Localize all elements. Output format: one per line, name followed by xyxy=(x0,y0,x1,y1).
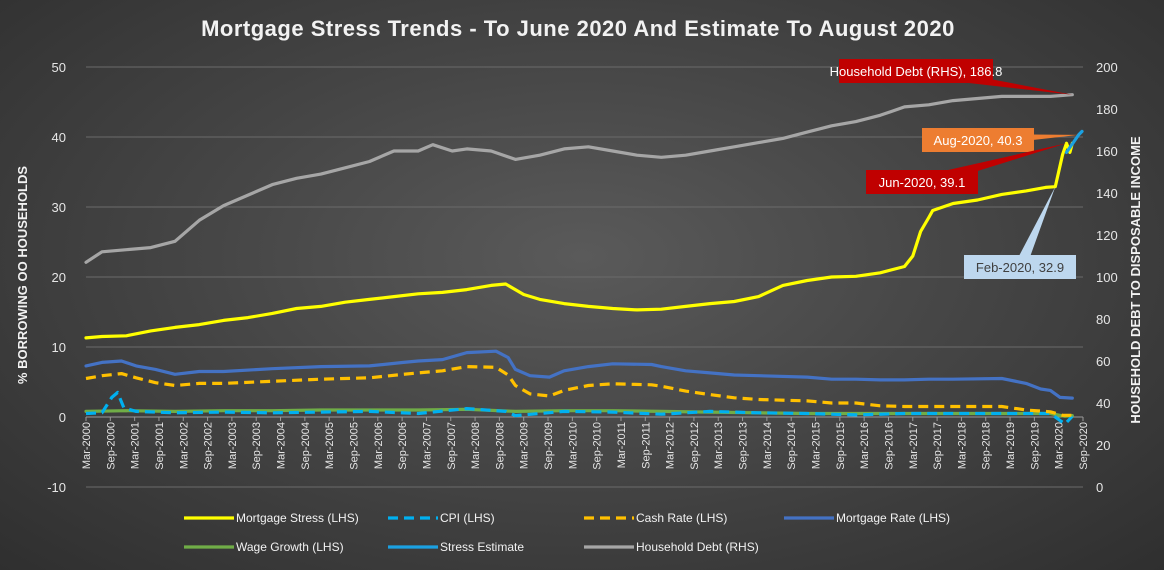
annotations: Household Debt (RHS), 186.8 Aug-2020, 40.… xyxy=(830,59,1079,279)
legend-label-4: Wage Growth (LHS) xyxy=(236,540,344,554)
x-tick-24: Mar-2012 xyxy=(665,422,677,469)
x-tick-34: Mar-2017 xyxy=(908,422,920,469)
annotation-box-1 xyxy=(922,128,1034,152)
annotation-label-3: Feb-2020, 32.9 xyxy=(976,260,1064,275)
annotation-box-3 xyxy=(964,255,1076,279)
x-tick-31: Sep-2015 xyxy=(835,422,847,470)
annotation-box-2 xyxy=(866,170,978,194)
legend-label-1: CPI (LHS) xyxy=(440,511,495,525)
y-left-tick-5: 40 xyxy=(52,130,66,145)
x-tick-41: Sep-2020 xyxy=(1078,422,1090,470)
y-left-tick-2: 10 xyxy=(52,340,66,355)
x-tick-40: Mar-2020 xyxy=(1054,422,1066,469)
x-tick-7: Sep-2003 xyxy=(251,422,263,470)
x-tick-14: Mar-2007 xyxy=(421,422,433,469)
annotation-label-0: Household Debt (RHS), 186.8 xyxy=(830,64,1003,79)
annotation-label-1: Aug-2020, 40.3 xyxy=(934,133,1023,148)
x-tick-2: Mar-2001 xyxy=(130,422,142,469)
x-tick-27: Sep-2013 xyxy=(738,422,750,470)
y-right-tick-10: 200 xyxy=(1096,60,1118,75)
y-right-tick-3: 60 xyxy=(1096,354,1110,369)
x-tick-6: Mar-2003 xyxy=(227,422,239,469)
y-left-tick-4: 30 xyxy=(52,200,66,215)
y-left-tick-6: 50 xyxy=(52,60,66,75)
legend-label-3: Mortgage Rate (LHS) xyxy=(836,511,950,525)
x-tick-19: Sep-2009 xyxy=(543,422,555,470)
x-tick-33: Sep-2016 xyxy=(883,422,895,470)
x-tick-1: Sep-2000 xyxy=(105,422,117,470)
y-right-label: HOUSEHOLD DEBT TO DISPOSABLE INCOME xyxy=(1128,136,1143,424)
x-tick-0: Mar-2000 xyxy=(81,422,93,469)
series-household-debt-rhs xyxy=(84,93,1074,264)
y-right-tick-5: 100 xyxy=(1096,270,1118,285)
y-right-tick-0: 0 xyxy=(1096,480,1103,495)
x-tick-8: Mar-2004 xyxy=(276,422,288,469)
x-tick-5: Sep-2002 xyxy=(203,422,215,470)
x-tick-17: Sep-2008 xyxy=(494,422,506,470)
x-tick-13: Sep-2006 xyxy=(397,422,409,470)
legend: Mortgage Stress (LHS) CPI (LHS) Cash Rate … xyxy=(184,511,950,554)
series-stress-estimate xyxy=(1064,129,1084,154)
x-tick-28: Mar-2014 xyxy=(762,422,774,469)
chart-title: Mortgage Stress Trends - To June 2020 An… xyxy=(201,16,955,41)
x-tick-11: Sep-2005 xyxy=(348,422,360,470)
y-right-tick-7: 140 xyxy=(1096,186,1118,201)
annotation-pointer-3 xyxy=(1014,186,1056,270)
y-right-ticks: 0 20 40 60 80 100 120 140 160 180 200 xyxy=(1096,60,1118,495)
series-cash-rate-lhs xyxy=(85,365,1073,417)
y-right-tick-1: 20 xyxy=(1096,438,1110,453)
x-tick-26: Mar-2013 xyxy=(713,422,725,469)
y-left-label: % BORROWING OO HOUSEHOLDS xyxy=(15,166,30,384)
x-tick-10: Mar-2005 xyxy=(324,422,336,469)
x-tick-29: Sep-2014 xyxy=(786,422,798,470)
annotation-label-2: Jun-2020, 39.1 xyxy=(879,175,966,190)
y-right-tick-6: 120 xyxy=(1096,228,1118,243)
x-tick-18: Mar-2009 xyxy=(519,422,531,469)
x-tick-16: Mar-2008 xyxy=(470,422,482,469)
x-tick-21: Sep-2010 xyxy=(592,422,604,470)
x-tick-23: Sep-2011 xyxy=(640,422,652,469)
x-tick-15: Sep-2007 xyxy=(446,422,458,470)
y-left-tick-1: 0 xyxy=(59,410,66,425)
y-left-tick-0: -10 xyxy=(47,480,66,495)
x-tick-37: Sep-2018 xyxy=(981,422,993,470)
legend-label-2: Cash Rate (LHS) xyxy=(636,511,727,525)
y-right-tick-2: 40 xyxy=(1096,396,1110,411)
series-cpi-lhs xyxy=(85,390,1074,426)
y-left-tick-3: 20 xyxy=(52,270,66,285)
gridlines xyxy=(86,66,1083,488)
x-tick-32: Mar-2016 xyxy=(859,422,871,469)
x-tick-22: Mar-2011 xyxy=(616,422,628,468)
x-tick-39: Sep-2019 xyxy=(1029,422,1041,470)
x-tick-36: Mar-2018 xyxy=(956,422,968,469)
annotation-box-0 xyxy=(839,59,993,83)
x-tick-25: Sep-2012 xyxy=(689,422,701,470)
series-mortgage-rate-lhs xyxy=(84,349,1074,400)
legend-label-0: Mortgage Stress (LHS) xyxy=(236,511,359,525)
legend-label-6: Household Debt (RHS) xyxy=(636,540,759,554)
series-mortgage-stress-lhs xyxy=(84,141,1074,340)
legend-label-5: Stress Estimate xyxy=(440,540,524,554)
x-tick-9: Sep-2004 xyxy=(300,422,312,470)
x-tick-30: Mar-2015 xyxy=(811,422,823,469)
y-right-tick-8: 160 xyxy=(1096,144,1118,159)
x-tick-35: Sep-2017 xyxy=(932,422,944,470)
x-tick-38: Mar-2019 xyxy=(1005,422,1017,469)
y-left-ticks: -10 0 10 20 30 40 50 xyxy=(47,60,66,495)
x-tick-3: Sep-2001 xyxy=(154,422,166,470)
x-tick-4: Mar-2002 xyxy=(178,422,190,469)
series-lines xyxy=(84,93,1084,426)
y-right-tick-4: 80 xyxy=(1096,312,1110,327)
x-tick-12: Mar-2006 xyxy=(373,422,385,469)
y-right-tick-9: 180 xyxy=(1096,102,1118,117)
x-ticks: Mar-2000 Sep-2000 Mar-2001 Sep-2001 Mar-2002… xyxy=(81,417,1090,470)
x-tick-20: Mar-2010 xyxy=(567,422,579,469)
